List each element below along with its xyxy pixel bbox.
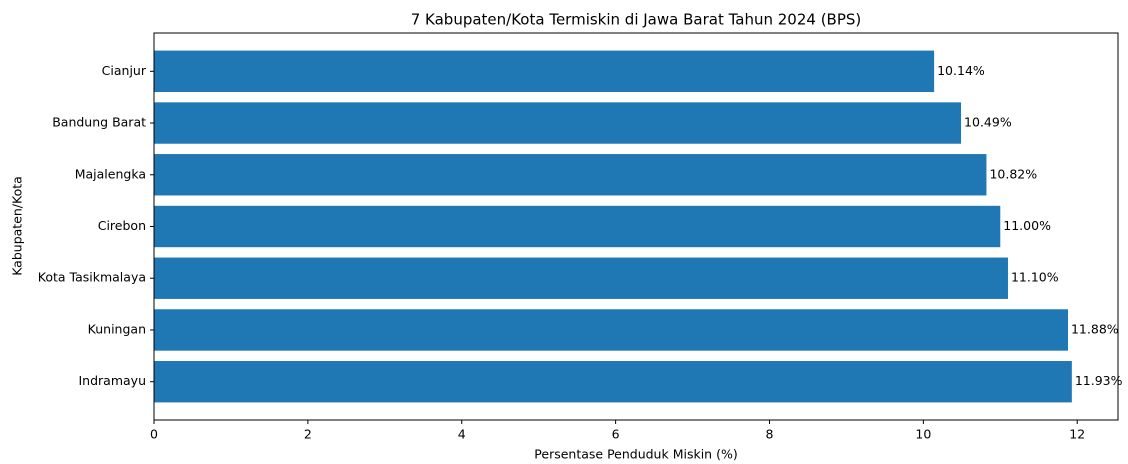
y-tick-label: Kuningan [88,321,146,336]
value-label: 11.00% [1003,218,1051,233]
bar [154,257,1008,299]
bar [154,102,962,144]
value-label: 11.93% [1075,373,1123,388]
y-tick-label: Indramayu [79,373,147,388]
value-label: 11.10% [1011,270,1059,285]
x-axis-label: Persentase Penduduk Miskin (%) [534,447,737,462]
x-tick-label: 8 [766,427,774,442]
value-label: 10.14% [937,63,985,78]
bar [154,50,935,92]
bar [154,361,1072,403]
x-tick-label: 12 [1069,427,1085,442]
value-label: 10.82% [989,166,1037,181]
y-tick-label: Cirebon [98,218,146,233]
x-tick-label: 10 [915,427,931,442]
x-tick-label: 6 [612,427,620,442]
plot-frame [153,32,1119,421]
bar [154,154,987,196]
y-tick-label: Bandung Barat [52,115,146,130]
y-tick-label: Majalengka [75,166,146,181]
x-tick-label: 4 [458,427,466,442]
bar [154,309,1068,351]
value-label: 10.49% [964,115,1012,130]
y-tick-label: Kota Tasikmalaya [38,270,146,285]
x-tick-label: 0 [150,427,158,442]
value-label: 11.88% [1071,321,1119,336]
chart-title: 7 Kabupaten/Kota Termiskin di Jawa Barat… [411,11,862,29]
x-tick-label: 2 [304,427,312,442]
bar [154,205,1001,248]
y-tick-label: Cianjur [102,63,147,78]
y-axis-label: Kabupaten/Kota [10,176,25,276]
